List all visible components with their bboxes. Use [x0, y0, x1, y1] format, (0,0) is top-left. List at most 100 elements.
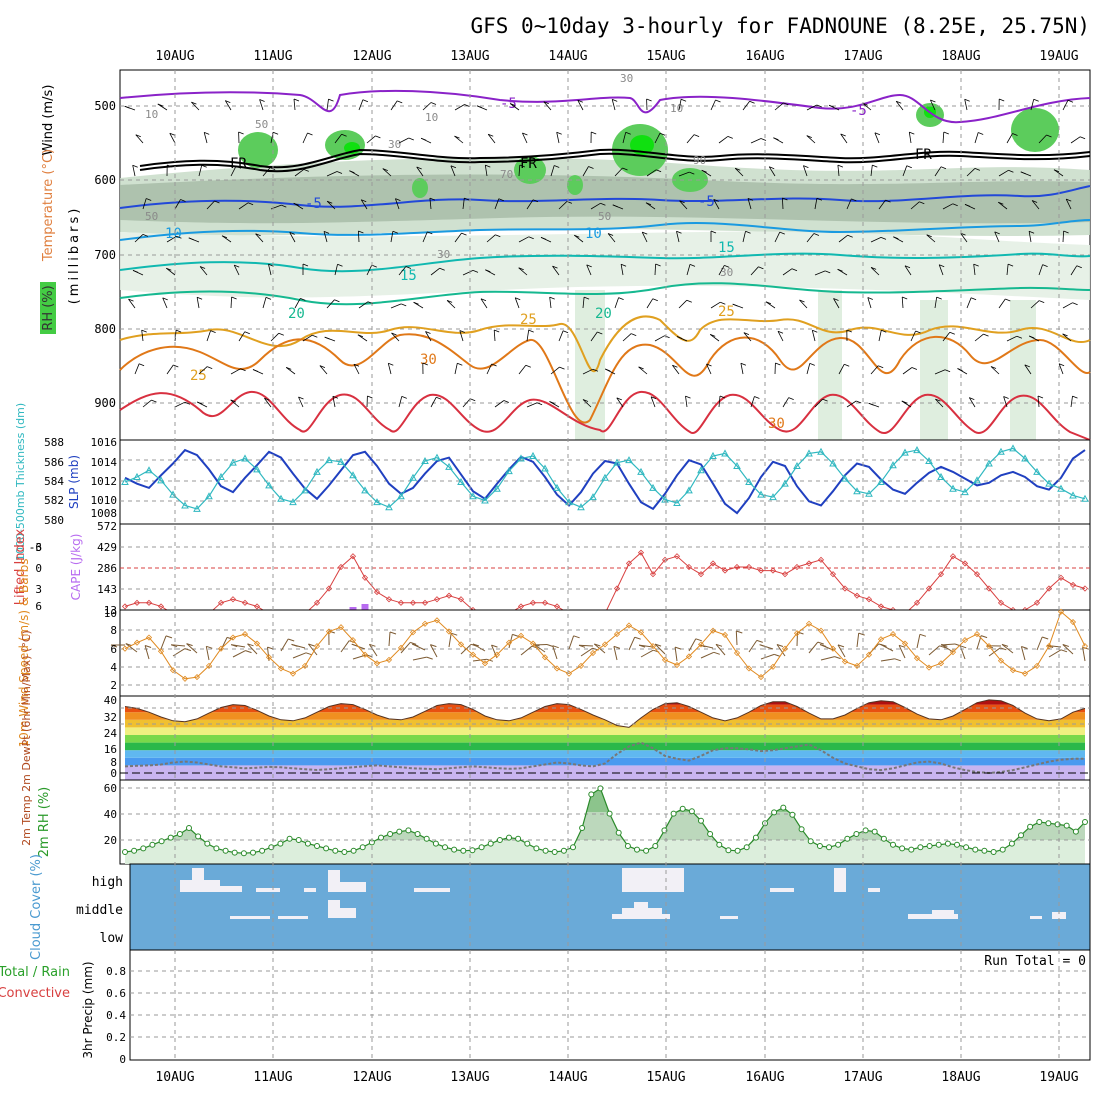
wind-speed-point: [553, 665, 561, 672]
li-point: [697, 571, 705, 578]
precip-axis-label: 3hr Precip (mm): [81, 961, 95, 1058]
upper-wind-barb-feather: [336, 171, 343, 174]
isotherm-label: 30: [768, 416, 785, 432]
wind-speed-point: [181, 675, 189, 682]
upper-wind-barb-feather: [312, 334, 318, 338]
upper-wind-barb-feather: [1062, 333, 1068, 337]
upper-wind-barb-feather: [904, 265, 911, 269]
surface-wind-barb-feather: [756, 639, 763, 643]
upper-wind-barb-feather: [416, 166, 422, 170]
upper-wind-barb: [901, 296, 904, 309]
upper-wind-barb: [230, 166, 237, 177]
thickness-point: [433, 453, 441, 461]
upper-wind-barb-feather: [1067, 99, 1074, 103]
upper-wind-barb: [638, 366, 648, 375]
wind-speed-point: [673, 661, 681, 669]
li-point: [637, 549, 645, 556]
li-point: [973, 571, 981, 578]
upper-wind-barb-feather: [901, 400, 907, 404]
rh-point: [1072, 828, 1079, 835]
thickness-tick: 580: [44, 514, 64, 527]
surface-wind-barb: [735, 630, 738, 646]
temp-tick: 24: [104, 727, 118, 740]
surface-wind-barb-feather: [165, 635, 173, 639]
li-point: [817, 556, 825, 563]
upper-wind-barb: [676, 231, 680, 243]
rh-point: [853, 831, 860, 837]
upper-wind-barb-feather: [758, 266, 764, 270]
upper-wind-barb-feather: [777, 330, 784, 334]
upper-wind-barb-feather: [607, 233, 614, 236]
rh-green-cell: [1011, 108, 1059, 152]
surface-wind-barb: [388, 631, 391, 647]
rh-point: [432, 840, 439, 847]
upper-wind-barb-feather: [298, 396, 304, 400]
rh-label: 30: [437, 248, 450, 261]
li-point: [349, 553, 357, 560]
wind-speed-point: [685, 653, 693, 660]
upper-wind-barb: [1006, 133, 1013, 144]
upper-wind-barb: [550, 366, 560, 375]
upper-wind-barb: [611, 99, 616, 111]
upper-wind-barb: [550, 165, 555, 177]
panel-cross-section: -5 FR FR FR -5 -5 -5 10 10 15 15 20 20 2…: [40, 69, 1091, 441]
upper-wind-barb-feather: [803, 165, 809, 168]
temperature-band: [125, 757, 1085, 766]
li-point: [445, 592, 453, 599]
upper-wind-barb: [902, 367, 913, 375]
precip-gridlines: [130, 970, 1090, 1038]
rh-point: [899, 845, 906, 852]
cloud-patch: [220, 886, 242, 892]
isotherm-minus5-upper: [119, 89, 1091, 124]
upper-wind-barb: [574, 234, 584, 243]
rh-point: [670, 810, 677, 817]
surface-wind-barb-feather: [1021, 646, 1028, 649]
upper-wind-barb-feather: [652, 298, 658, 302]
upper-wind-barb-feather: [559, 366, 565, 370]
cloud-patch: [278, 916, 308, 919]
upper-wind-barb-feather: [207, 366, 213, 369]
upper-wind-barb-feather: [828, 104, 835, 108]
surface-wind-barb-feather: [980, 635, 988, 639]
li-point: [961, 560, 969, 567]
li-point: [733, 563, 741, 571]
rh-line: [124, 787, 1086, 854]
rh-point: [323, 845, 330, 852]
top-date-label: 10AUG: [155, 49, 194, 64]
upper-wind-barb: [293, 98, 296, 111]
surface-wind-barb-feather: [552, 645, 559, 649]
upper-wind-barb-feather: [1079, 136, 1086, 140]
upper-wind-barb: [462, 398, 471, 408]
upper-wind-barb: [224, 100, 232, 111]
upper-wind-barb: [366, 135, 376, 144]
upper-wind-barb: [973, 264, 976, 276]
surface-wind-barb-feather: [369, 643, 376, 647]
upper-wind-barb-feather: [693, 134, 700, 137]
rh-point: [359, 844, 366, 851]
thickness-point: [709, 451, 717, 459]
upper-wind-barb: [206, 200, 215, 210]
upper-wind-barb-feather: [1012, 133, 1018, 136]
upper-wind-barb-feather: [464, 104, 470, 107]
upper-wind-barb: [332, 396, 336, 408]
upper-wind-barb-feather: [837, 268, 843, 272]
upper-wind-barb: [166, 235, 177, 243]
upper-wind-barb: [199, 266, 208, 276]
thickness-point: [889, 461, 897, 469]
thickness-point: [877, 477, 885, 485]
upper-wind-barb: [514, 297, 520, 309]
rh-point: [524, 840, 531, 847]
wind-speed-point: [997, 657, 1005, 664]
wind-speed-point: [1021, 670, 1029, 677]
upper-wind-barb: [484, 165, 488, 177]
surface-wind-barb-feather: [247, 643, 254, 647]
cloud-level-high: high: [92, 875, 123, 890]
rh-point: [304, 840, 311, 847]
surface-wind-barb: [578, 644, 594, 647]
upper-wind-barb: [990, 366, 1000, 375]
upper-wind-barb-feather: [949, 331, 955, 335]
thickness-point: [541, 464, 549, 472]
thickness-point: [613, 458, 621, 466]
rh-point: [423, 835, 430, 842]
upper-wind-barb: [1058, 363, 1064, 375]
